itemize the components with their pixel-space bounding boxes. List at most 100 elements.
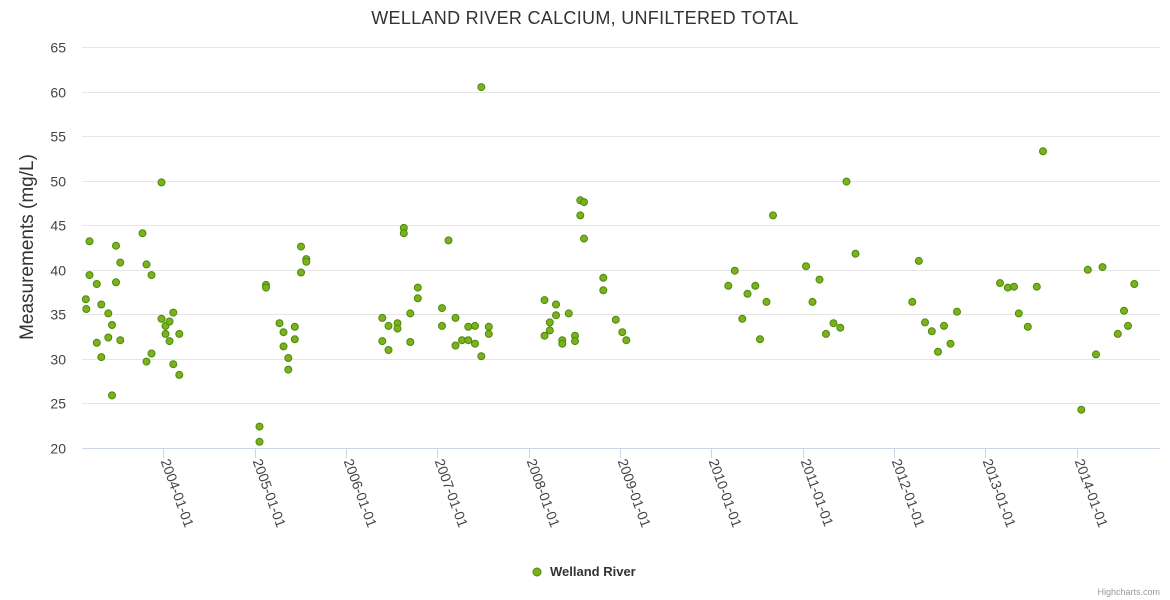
data-point[interactable] — [284, 365, 293, 374]
data-point[interactable] — [808, 297, 817, 306]
data-point[interactable] — [1039, 147, 1047, 156]
data-point[interactable] — [1124, 321, 1132, 330]
data-point[interactable] — [175, 370, 184, 379]
data-point[interactable] — [297, 268, 305, 277]
data-point[interactable] — [81, 295, 90, 304]
data-point[interactable] — [558, 339, 567, 348]
data-point[interactable] — [451, 341, 460, 350]
data-point[interactable] — [622, 336, 631, 345]
data-point[interactable] — [413, 294, 422, 303]
data-point[interactable] — [406, 338, 415, 346]
data-point[interactable] — [92, 338, 101, 347]
data-point[interactable] — [836, 323, 845, 332]
data-point[interactable] — [822, 329, 830, 338]
data-point[interactable] — [1014, 309, 1023, 318]
credits-link[interactable]: Highcharts.com — [1097, 587, 1160, 597]
data-point[interactable] — [751, 281, 760, 290]
data-point[interactable] — [82, 305, 91, 313]
data-point[interactable] — [927, 327, 936, 336]
data-point[interactable] — [815, 275, 824, 284]
data-point[interactable] — [842, 177, 851, 186]
data-point[interactable] — [92, 280, 101, 288]
data-point[interactable] — [290, 322, 299, 331]
data-point[interactable] — [297, 242, 305, 251]
data-point[interactable] — [477, 352, 486, 361]
data-point[interactable] — [762, 297, 771, 306]
data-point[interactable] — [406, 309, 415, 318]
data-point[interactable] — [85, 271, 94, 280]
data-point[interactable] — [255, 422, 264, 431]
data-point[interactable] — [552, 300, 560, 309]
data-point[interactable] — [484, 329, 493, 338]
data-point[interactable] — [743, 289, 752, 298]
data-point[interactable] — [451, 313, 460, 322]
data-point[interactable] — [169, 308, 178, 317]
legend[interactable]: Welland River — [532, 564, 636, 579]
data-point[interactable] — [464, 322, 473, 331]
data-point[interactable] — [161, 329, 170, 338]
data-point[interactable] — [104, 333, 113, 342]
data-point[interactable] — [552, 311, 560, 320]
data-point[interactable] — [724, 281, 733, 290]
data-point[interactable] — [399, 229, 408, 238]
data-point[interactable] — [438, 321, 446, 330]
data-point[interactable] — [1130, 280, 1139, 288]
data-point[interactable] — [1092, 350, 1100, 359]
data-point[interactable] — [279, 342, 288, 351]
data-point[interactable] — [116, 336, 125, 345]
data-point[interactable] — [157, 178, 166, 187]
data-point[interactable] — [851, 249, 860, 258]
data-point[interactable] — [147, 349, 156, 358]
data-point[interactable] — [97, 353, 106, 362]
data-point[interactable] — [996, 279, 1004, 288]
data-point[interactable] — [112, 278, 120, 287]
data-point[interactable] — [477, 83, 486, 92]
data-point[interactable] — [1083, 265, 1092, 274]
data-point[interactable] — [738, 314, 747, 323]
data-point[interactable] — [545, 318, 554, 327]
data-point[interactable] — [540, 296, 549, 305]
data-point[interactable] — [545, 326, 554, 335]
data-point[interactable] — [1010, 282, 1018, 291]
data-point[interactable] — [484, 322, 493, 331]
data-point[interactable] — [921, 318, 929, 327]
data-point[interactable] — [934, 347, 942, 356]
data-point[interactable] — [580, 198, 588, 207]
data-point[interactable] — [393, 324, 402, 333]
data-point[interactable] — [378, 313, 387, 322]
data-point[interactable] — [756, 335, 764, 344]
data-point[interactable] — [940, 321, 948, 330]
data-point[interactable] — [599, 286, 608, 295]
data-point[interactable] — [104, 309, 113, 318]
data-point[interactable] — [471, 321, 479, 330]
data-point[interactable] — [444, 236, 453, 245]
legend-item-welland-river[interactable]: Welland River — [550, 564, 636, 579]
data-point[interactable] — [275, 319, 284, 328]
data-point[interactable] — [97, 300, 106, 309]
data-point[interactable] — [138, 229, 147, 238]
data-point[interactable] — [730, 266, 739, 275]
data-point[interactable] — [384, 321, 393, 330]
data-point[interactable] — [384, 346, 393, 354]
data-point[interactable] — [112, 241, 120, 250]
data-point[interactable] — [1023, 322, 1032, 331]
data-point[interactable] — [255, 437, 264, 446]
data-point[interactable] — [1032, 282, 1041, 291]
data-point[interactable] — [262, 283, 270, 292]
data-point[interactable] — [302, 257, 311, 266]
data-point[interactable] — [611, 315, 620, 324]
data-point[interactable] — [914, 256, 923, 265]
data-point[interactable] — [279, 328, 288, 337]
data-point[interactable] — [108, 391, 116, 400]
data-point[interactable] — [1113, 329, 1122, 338]
data-point[interactable] — [599, 273, 608, 282]
data-point[interactable] — [946, 339, 955, 348]
data-point[interactable] — [165, 317, 174, 326]
data-point[interactable] — [829, 319, 838, 328]
data-point[interactable] — [580, 234, 588, 243]
data-point[interactable] — [157, 314, 166, 323]
data-point[interactable] — [464, 336, 473, 345]
data-point[interactable] — [116, 258, 125, 267]
data-point[interactable] — [802, 262, 810, 271]
data-point[interactable] — [1098, 263, 1107, 272]
